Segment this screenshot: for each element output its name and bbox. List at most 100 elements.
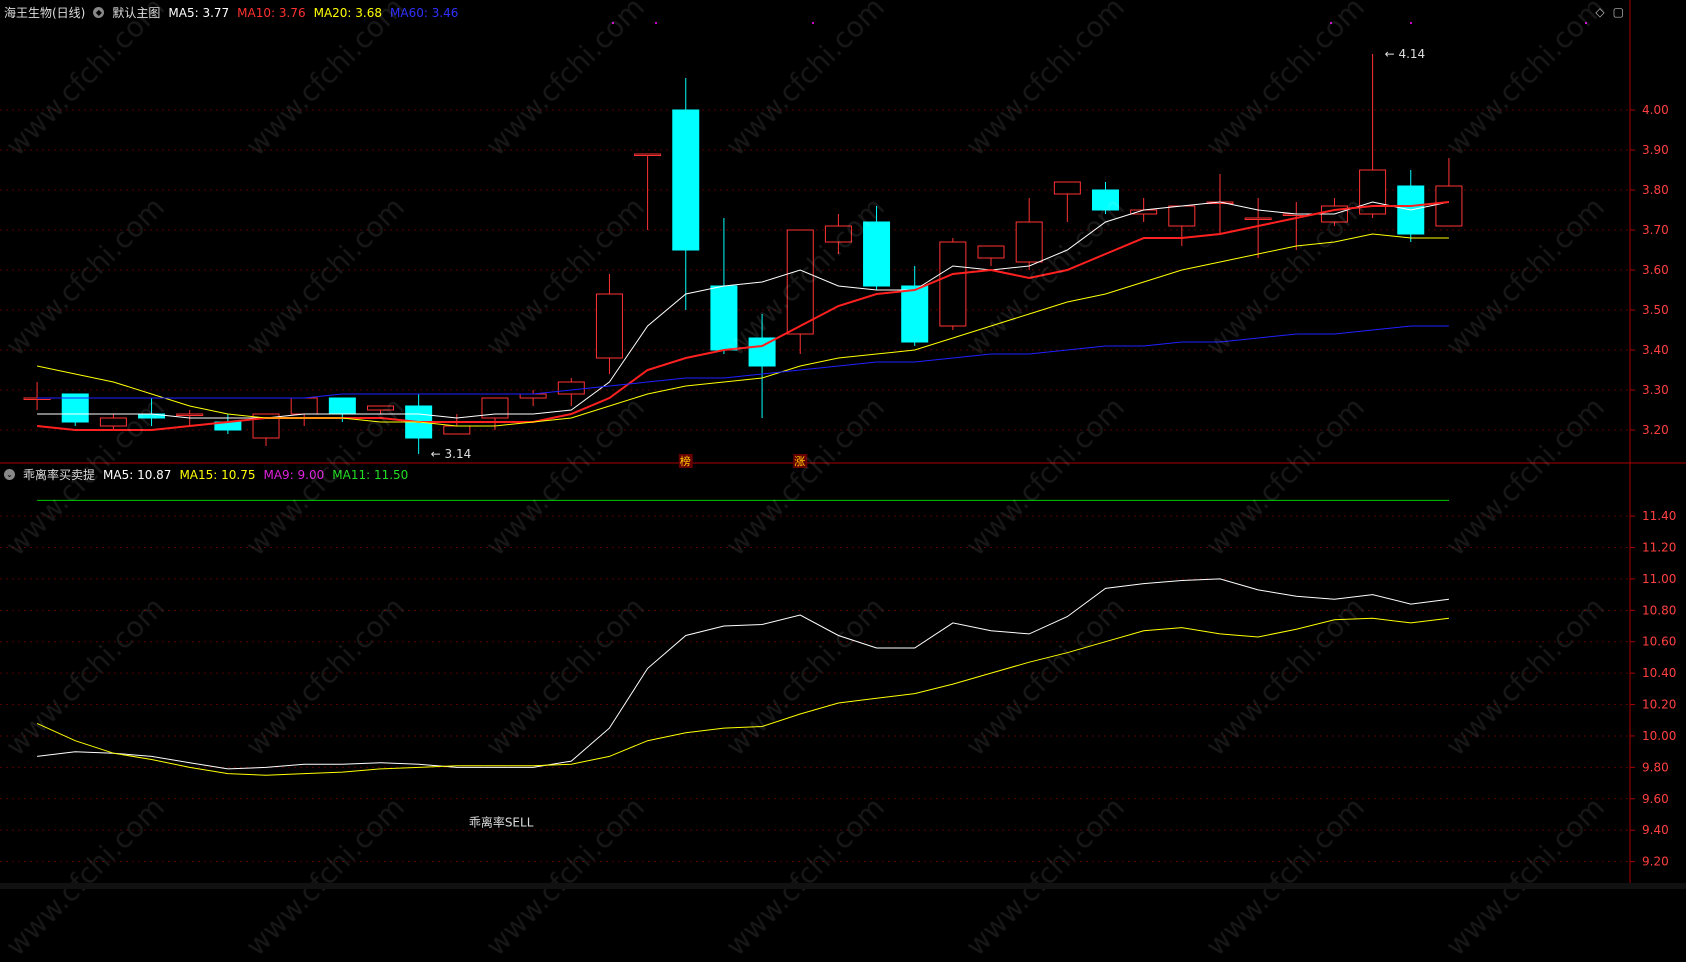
main-tick-label: 3.40 xyxy=(1642,343,1669,357)
candle-body xyxy=(939,241,967,327)
candle xyxy=(214,414,242,434)
candle xyxy=(786,229,814,354)
main-tick-label: 3.90 xyxy=(1642,143,1669,157)
candle-body xyxy=(1015,221,1043,263)
candle xyxy=(519,390,547,406)
ma5-legend: MA5: 3.77 xyxy=(168,5,230,20)
expand-icon[interactable]: ▢ xyxy=(1612,5,1624,19)
candle xyxy=(595,274,623,374)
main-tick-label: 3.30 xyxy=(1642,383,1669,397)
main-tick-label: 3.60 xyxy=(1642,263,1669,277)
chart-settings-icon[interactable]: ◆ xyxy=(93,7,105,18)
sub-ma11-legend: MA11: 11.50 xyxy=(332,467,409,482)
sub-ma9-legend: MA9: 9.00 xyxy=(263,467,325,482)
candle xyxy=(367,405,394,414)
candle xyxy=(1092,182,1119,214)
indicator-name[interactable]: 乖离率买卖提 xyxy=(23,468,96,482)
candle-body xyxy=(1053,181,1081,195)
main-line-ma60 xyxy=(37,325,1449,399)
candle-body xyxy=(557,381,585,395)
candle-body xyxy=(977,245,1005,259)
candle xyxy=(1282,202,1310,250)
candle xyxy=(1168,205,1196,246)
candle-body xyxy=(99,417,127,427)
candle-body xyxy=(519,393,547,399)
window-controls: ◇ ▢ xyxy=(1595,5,1624,19)
signal-dot xyxy=(1410,22,1412,24)
candle-body xyxy=(748,337,776,367)
candle xyxy=(1244,198,1272,258)
candle-body xyxy=(328,397,356,415)
candle xyxy=(748,314,776,418)
ma10-legend: MA10: 3.76 xyxy=(237,5,306,20)
candle xyxy=(977,245,1005,266)
candle xyxy=(634,153,662,230)
sub-tick-label: 11.00 xyxy=(1642,572,1676,586)
main-tick-label: 3.80 xyxy=(1642,183,1669,197)
kline-chart[interactable]: 4.00 3.90 3.80 3.70 3.60 3.50 3.40 3.30 3.20 ← 3.… xyxy=(0,0,1686,889)
candle xyxy=(1435,158,1463,227)
candle-body xyxy=(23,397,51,400)
candle-body xyxy=(863,221,891,287)
marker-label: 涨 xyxy=(794,455,805,468)
candle-body xyxy=(443,425,471,435)
sub-line-ma15 xyxy=(36,617,1449,776)
marker-bg xyxy=(793,454,808,468)
candle xyxy=(939,238,967,330)
main-tick-label: 3.70 xyxy=(1642,223,1669,237)
candle-body xyxy=(1092,189,1119,211)
main-line-ma20 xyxy=(36,233,1449,427)
sub-tick-label: 10.20 xyxy=(1642,698,1676,712)
main-line-ma10 xyxy=(36,201,1450,431)
candle-body xyxy=(290,397,318,415)
stock-name[interactable]: 海王生物(日线) xyxy=(4,6,86,20)
ma20-legend: MA20: 3.68 xyxy=(313,5,383,20)
candle-body xyxy=(481,397,509,419)
sub-tick-label: 11.40 xyxy=(1642,509,1676,523)
candle-body xyxy=(61,393,89,423)
candle xyxy=(901,266,929,346)
candle xyxy=(863,206,891,290)
sub-tick-label: 9.80 xyxy=(1642,760,1669,774)
ma60-legend: MA60: 3.46 xyxy=(390,5,459,20)
sub-tick-label: 10.80 xyxy=(1642,603,1676,617)
diamond-icon[interactable]: ◇ xyxy=(1595,5,1605,19)
candle xyxy=(824,214,852,254)
candle xyxy=(1015,198,1043,270)
sub-tick-label: 9.60 xyxy=(1642,792,1669,806)
main-chart-name[interactable]: 默认主图 xyxy=(112,6,161,20)
sub-annotation: 乖离率SELL xyxy=(469,814,534,829)
candle-body xyxy=(1130,209,1158,215)
signal-dot xyxy=(612,22,614,24)
collapse-icon[interactable]: ⌄ xyxy=(4,469,15,480)
sub-tick-label: 9.20 xyxy=(1642,855,1669,869)
candle-body xyxy=(176,413,204,416)
marker-label: 榜 xyxy=(680,454,691,468)
main-tick-label: 3.50 xyxy=(1642,303,1669,317)
main-annotation: ← 3.14 xyxy=(431,447,472,461)
sub-tick-label: 10.40 xyxy=(1642,666,1676,680)
candle xyxy=(1053,181,1081,222)
main-annotation: ← 4.14 xyxy=(1385,47,1426,61)
signal-dot xyxy=(655,22,657,24)
candle-body xyxy=(1244,217,1272,220)
candle-body xyxy=(595,293,623,359)
candle xyxy=(481,397,509,430)
sub-tick-label: 10.60 xyxy=(1642,635,1676,649)
candle xyxy=(138,398,166,426)
candle xyxy=(290,397,318,426)
main-tick-label: 3.20 xyxy=(1642,423,1669,437)
candle-body xyxy=(824,225,852,243)
signal-dot xyxy=(1585,22,1587,24)
candle xyxy=(405,394,433,454)
sub-ma15-legend: MA15: 10.75 xyxy=(179,467,256,482)
horizontal-scrollbar[interactable] xyxy=(0,883,1686,889)
candle-body xyxy=(672,109,700,251)
candle-body xyxy=(634,153,662,156)
sub-tick-label: 11.20 xyxy=(1642,541,1676,555)
candle-body xyxy=(901,285,929,343)
candle-body xyxy=(710,285,738,351)
main-tick-label: 4.00 xyxy=(1642,103,1669,117)
candle xyxy=(99,414,127,430)
signal-dot xyxy=(1330,22,1332,24)
